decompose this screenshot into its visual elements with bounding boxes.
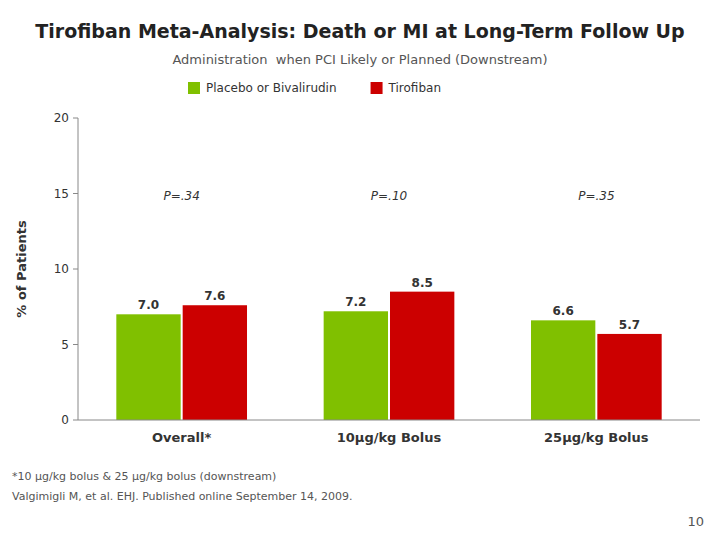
annotations: P=.34 P=.10 P=.35 bbox=[163, 189, 614, 203]
page-number: 10 bbox=[687, 514, 704, 529]
y-tick bbox=[73, 420, 78, 421]
p-value: P=.34 bbox=[163, 189, 199, 203]
data-labels: 7.0 7.2 6.6 7.6 8.5 5.7 bbox=[138, 276, 640, 332]
bar bbox=[390, 292, 454, 420]
data-label: 8.5 bbox=[412, 276, 433, 290]
p-value: P=.10 bbox=[371, 189, 408, 203]
bar bbox=[324, 311, 388, 420]
chart: Tirofiban Meta-Analysis: Death or MI at … bbox=[0, 0, 720, 540]
legend-swatch bbox=[371, 82, 383, 94]
y-axis: 0 5 10 15 20 bbox=[54, 111, 78, 427]
legend-swatch bbox=[188, 82, 200, 94]
y-tick bbox=[73, 269, 78, 270]
legend: Placebo or Bivalirudin Tirofiban bbox=[188, 81, 441, 95]
legend-label: Placebo or Bivalirudin bbox=[206, 81, 337, 95]
footnote: Valgimigli M, et al. EHJ. Published onli… bbox=[12, 490, 352, 503]
x-axis-line bbox=[78, 420, 700, 421]
subtitle: Administration when PCI Likely or Planne… bbox=[172, 52, 547, 67]
background bbox=[0, 0, 720, 540]
data-label: 7.6 bbox=[204, 289, 225, 303]
y-tick bbox=[73, 118, 78, 119]
data-label: 5.7 bbox=[619, 318, 640, 332]
x-tick-label: 25μg/kg Bolus bbox=[544, 430, 649, 445]
y-tick bbox=[73, 193, 78, 194]
x-tick-label: 10μg/kg Bolus bbox=[337, 430, 442, 445]
bar bbox=[531, 320, 595, 420]
y-axis-label: % of Patients bbox=[14, 220, 29, 318]
title: Tirofiban Meta-Analysis: Death or MI at … bbox=[35, 20, 684, 42]
bar bbox=[597, 334, 661, 420]
data-label: 7.0 bbox=[138, 298, 159, 312]
legend-label: Tirofiban bbox=[388, 81, 441, 95]
bar bbox=[116, 314, 180, 420]
x-axis: Overall* 10μg/kg Bolus 25μg/kg Bolus bbox=[78, 420, 700, 445]
footnotes: *10 μg/kg bolus & 25 μg/kg bolus (downst… bbox=[12, 470, 352, 503]
y-tick-label: 20 bbox=[54, 111, 69, 125]
bars bbox=[116, 292, 661, 420]
data-label: 6.6 bbox=[553, 304, 574, 318]
footnote: *10 μg/kg bolus & 25 μg/kg bolus (downst… bbox=[12, 470, 276, 483]
y-tick-label: 0 bbox=[61, 413, 69, 427]
x-tick-label: Overall* bbox=[152, 430, 211, 445]
y-tick-label: 15 bbox=[54, 187, 69, 201]
bar bbox=[183, 305, 247, 420]
p-value: P=.35 bbox=[578, 189, 614, 203]
data-label: 7.2 bbox=[345, 295, 366, 309]
y-tick-label: 5 bbox=[61, 338, 69, 352]
y-tick bbox=[73, 344, 78, 345]
y-tick-label: 10 bbox=[54, 262, 69, 276]
